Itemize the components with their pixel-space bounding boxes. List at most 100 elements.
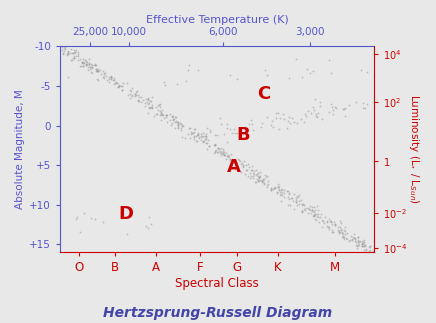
Point: [263, 114, 270, 120]
Point: [300, 202, 307, 207]
Point: [220, 149, 227, 154]
Point: [171, 119, 178, 124]
Point: [224, 122, 231, 127]
Point: [235, 133, 242, 139]
Point: [339, 231, 346, 236]
Point: [232, 131, 239, 136]
Point: [96, 68, 103, 73]
Point: [361, 242, 368, 247]
Point: [83, 59, 90, 64]
Point: [124, 92, 131, 97]
Point: [269, 186, 276, 192]
Point: [89, 62, 95, 68]
Point: [353, 100, 360, 105]
Point: [198, 133, 204, 139]
Point: [346, 103, 353, 108]
Point: [204, 147, 211, 152]
Point: [291, 206, 298, 212]
Point: [279, 190, 286, 195]
Point: [229, 163, 236, 168]
Point: [328, 227, 335, 232]
Point: [336, 230, 343, 235]
Point: [261, 177, 268, 182]
Point: [248, 121, 255, 127]
Point: [159, 107, 166, 112]
Point: [257, 169, 264, 174]
Point: [89, 65, 96, 70]
Point: [200, 130, 207, 135]
Point: [253, 179, 260, 184]
Point: [202, 134, 209, 139]
Point: [249, 167, 255, 172]
Point: [355, 235, 362, 240]
Point: [220, 150, 227, 155]
Point: [154, 108, 161, 113]
Point: [353, 244, 360, 249]
Point: [260, 181, 267, 186]
Point: [300, 206, 307, 212]
Point: [300, 119, 307, 124]
Point: [364, 102, 371, 107]
Point: [288, 115, 295, 120]
Point: [174, 121, 181, 127]
Point: [170, 117, 177, 122]
Point: [79, 59, 86, 64]
Point: [327, 218, 334, 224]
Point: [111, 81, 118, 86]
Point: [313, 111, 320, 117]
Point: [248, 118, 255, 123]
Point: [309, 208, 316, 213]
Point: [228, 159, 235, 164]
Point: [174, 120, 181, 125]
Point: [341, 106, 348, 111]
Point: [194, 131, 201, 137]
Point: [100, 72, 107, 77]
Point: [68, 58, 75, 63]
Point: [280, 190, 287, 195]
Point: [78, 59, 85, 65]
Point: [203, 136, 210, 141]
Point: [294, 120, 301, 126]
Point: [61, 48, 68, 53]
Point: [293, 198, 300, 203]
Point: [303, 66, 310, 71]
Point: [158, 109, 165, 115]
Point: [212, 148, 219, 153]
Point: [277, 198, 284, 203]
Point: [310, 204, 317, 210]
Point: [261, 172, 268, 177]
Point: [332, 105, 339, 110]
Point: [100, 68, 107, 74]
Point: [307, 203, 313, 208]
Point: [287, 195, 294, 201]
Point: [199, 134, 206, 140]
Point: [143, 223, 150, 228]
Point: [292, 199, 299, 204]
Point: [336, 229, 343, 234]
Point: [310, 208, 317, 214]
Point: [148, 99, 155, 104]
Point: [65, 75, 72, 80]
Point: [301, 207, 308, 212]
Point: [214, 149, 221, 154]
Point: [68, 57, 75, 63]
Point: [279, 111, 286, 116]
Point: [128, 93, 135, 98]
Point: [335, 228, 342, 234]
Point: [255, 175, 262, 181]
Point: [349, 236, 356, 241]
Point: [240, 164, 247, 169]
Point: [325, 217, 332, 222]
Point: [223, 150, 230, 155]
Point: [60, 46, 67, 51]
Point: [182, 135, 189, 140]
Point: [358, 240, 365, 245]
Point: [335, 227, 342, 232]
Point: [112, 79, 119, 84]
Point: [259, 177, 266, 182]
Point: [101, 70, 108, 75]
Point: [264, 72, 271, 77]
Point: [275, 187, 282, 193]
Point: [86, 65, 93, 70]
Point: [149, 104, 156, 109]
